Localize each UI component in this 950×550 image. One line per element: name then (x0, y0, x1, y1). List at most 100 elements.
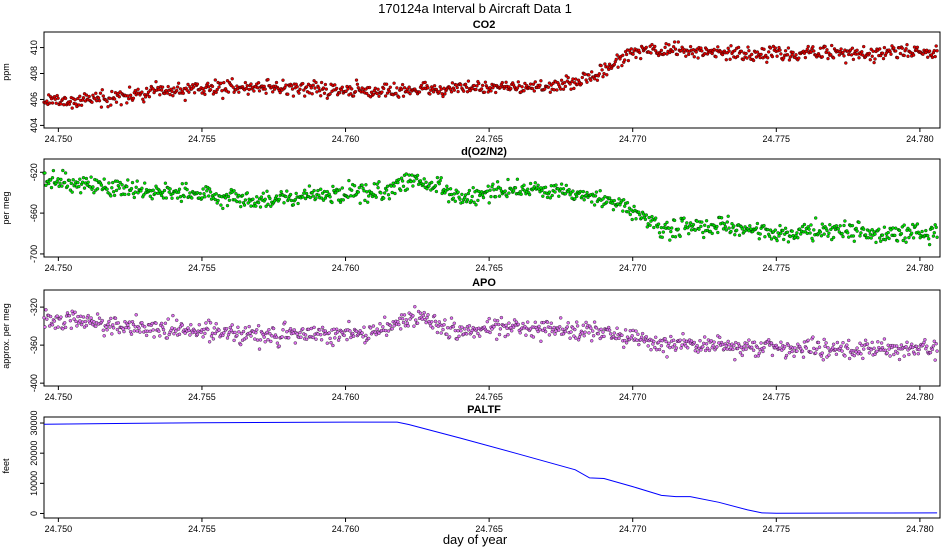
data-point (386, 193, 391, 197)
data-point (226, 90, 231, 94)
data-point (94, 324, 98, 328)
x-tick-label: 24.765 (475, 524, 503, 534)
data-point (738, 351, 743, 355)
data-point (50, 176, 55, 180)
data-point (552, 88, 556, 92)
data-point (445, 184, 449, 188)
data-point (176, 81, 181, 85)
data-point (79, 103, 84, 107)
data-point (671, 345, 675, 349)
data-point (804, 346, 808, 350)
data-point (778, 48, 782, 52)
y-tick-label: -360 (29, 336, 39, 354)
data-point (931, 344, 936, 348)
data-point (877, 227, 881, 231)
data-point (585, 190, 589, 195)
data-point (689, 228, 694, 232)
data-point (782, 237, 786, 242)
data-point (223, 196, 228, 200)
data-point (101, 328, 105, 332)
data-point (837, 53, 841, 57)
data-point (751, 348, 756, 352)
data-point (449, 90, 454, 94)
data-point (67, 314, 72, 318)
data-point (917, 347, 921, 352)
data-point (323, 82, 328, 87)
data-point (659, 48, 664, 53)
x-tick-label: 24.775 (763, 524, 791, 534)
data-point (245, 83, 249, 88)
data-point (623, 338, 627, 343)
data-point (399, 188, 403, 193)
data-point (399, 176, 404, 180)
data-point (646, 344, 650, 348)
data-point (374, 195, 378, 199)
data-point (469, 199, 473, 203)
y-tick-label: 408 (29, 66, 39, 81)
data-point (911, 222, 915, 227)
data-point (384, 188, 389, 192)
data-point (255, 195, 259, 199)
data-point (412, 179, 416, 183)
data-point (71, 178, 75, 182)
y-tick-label: 406 (29, 92, 39, 107)
data-point (623, 58, 627, 62)
data-point (59, 177, 63, 182)
data-point (808, 231, 812, 235)
data-point (271, 326, 276, 331)
data-point (404, 318, 408, 322)
data-point (48, 314, 53, 319)
data-point (747, 338, 751, 342)
data-point (393, 191, 397, 196)
data-point (97, 316, 102, 320)
data-point (818, 46, 823, 50)
data-point (299, 335, 303, 339)
data-point (847, 235, 851, 239)
data-point (331, 184, 335, 189)
data-point (703, 335, 707, 339)
data-point (575, 324, 580, 328)
data-point (647, 215, 651, 220)
panel-apo-ylabel: approx. per meg (1, 303, 11, 369)
data-point (870, 340, 874, 345)
data-point (607, 196, 612, 200)
data-point (649, 348, 653, 352)
data-point (786, 240, 791, 244)
data-point (195, 332, 200, 337)
data-point (377, 94, 381, 98)
data-point (862, 347, 866, 351)
data-point (216, 198, 220, 203)
data-point (428, 92, 432, 96)
data-point (497, 332, 502, 337)
data-point (397, 322, 401, 327)
data-point (59, 315, 63, 319)
data-point (927, 237, 931, 241)
data-point (905, 43, 909, 47)
data-point (112, 97, 117, 101)
data-point (787, 58, 792, 62)
data-point (887, 347, 891, 351)
data-point (569, 330, 573, 334)
data-point (402, 313, 407, 317)
data-point (578, 189, 583, 194)
data-point (191, 85, 196, 89)
data-point (495, 187, 499, 191)
data-point (689, 339, 694, 343)
data-point (367, 85, 372, 90)
data-point (785, 230, 790, 234)
data-point (698, 339, 702, 343)
data-point (47, 101, 52, 105)
y-tick-label: -320 (29, 298, 39, 316)
data-point (935, 235, 939, 239)
data-point (463, 327, 467, 331)
data-point (399, 87, 404, 92)
data-point (491, 182, 495, 186)
data-point (219, 203, 223, 207)
data-point (77, 103, 81, 107)
data-point (265, 189, 269, 193)
data-point (252, 89, 256, 93)
data-point (166, 317, 170, 321)
data-point (144, 86, 149, 91)
data-point (136, 191, 140, 195)
data-point (592, 77, 597, 81)
